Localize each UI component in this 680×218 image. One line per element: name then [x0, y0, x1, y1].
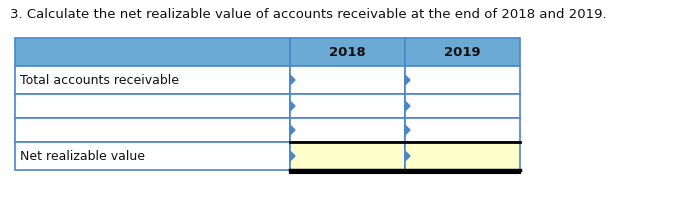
Polygon shape — [290, 75, 295, 85]
Bar — [15, 94, 290, 118]
Polygon shape — [405, 75, 410, 85]
Polygon shape — [405, 151, 410, 161]
Bar — [290, 66, 405, 94]
Text: Net realizable value: Net realizable value — [20, 150, 145, 162]
Bar — [15, 66, 290, 94]
Bar — [405, 38, 520, 66]
Text: 3. Calculate the net realizable value of accounts receivable at the end of 2018 : 3. Calculate the net realizable value of… — [10, 7, 607, 20]
Polygon shape — [290, 151, 295, 161]
Text: 2018: 2018 — [329, 46, 366, 58]
Bar — [290, 142, 405, 170]
Bar — [15, 38, 290, 66]
Polygon shape — [290, 101, 295, 111]
Bar — [290, 38, 405, 66]
Polygon shape — [405, 101, 410, 111]
Bar — [405, 66, 520, 94]
Polygon shape — [290, 125, 295, 135]
Bar — [290, 118, 405, 142]
Bar — [290, 94, 405, 118]
Bar — [15, 142, 290, 170]
Bar — [15, 118, 290, 142]
Bar — [405, 94, 520, 118]
Polygon shape — [405, 125, 410, 135]
Text: Total accounts receivable: Total accounts receivable — [20, 73, 179, 87]
Bar — [405, 118, 520, 142]
Text: 2019: 2019 — [444, 46, 481, 58]
Bar — [405, 142, 520, 170]
